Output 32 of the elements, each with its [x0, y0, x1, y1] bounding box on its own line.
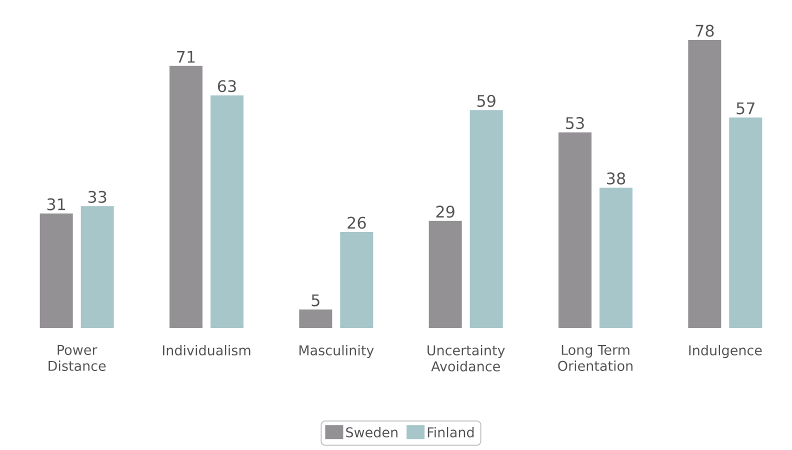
bar [729, 118, 762, 328]
data-label: 78 [696, 24, 714, 37]
bar [170, 66, 203, 328]
data-label: 57 [736, 102, 754, 114]
bar [688, 40, 722, 328]
data-label: 5 [312, 294, 320, 306]
x-tick-label: Individualism [162, 344, 250, 356]
x-tick-label: Long Term Orientation [558, 344, 632, 371]
data-label: 31 [47, 198, 66, 210]
bar [40, 214, 73, 328]
data-label: 59 [477, 94, 496, 107]
bar [299, 310, 332, 328]
bar [428, 220, 462, 328]
data-label: 26 [348, 216, 366, 229]
data-label: 29 [436, 206, 454, 218]
x-tick-label: Indulgence [689, 344, 762, 358]
x-tick-label: Uncertainty Avoidance [428, 344, 505, 372]
data-label: 33 [88, 190, 106, 203]
legend-label: Finland [428, 426, 474, 438]
bar [210, 95, 244, 328]
data-label: 63 [218, 80, 236, 92]
bar [340, 232, 374, 328]
bar [470, 110, 503, 328]
bar [558, 132, 592, 328]
x-tick-label: Power Distance [48, 344, 106, 371]
data-label: 53 [566, 117, 584, 130]
data-label: 71 [177, 50, 195, 63]
x-tick-label: Masculinity [299, 344, 374, 358]
legend-label: Sweden [346, 426, 398, 438]
data-label: 38 [607, 172, 626, 184]
bar [600, 188, 633, 328]
bar [80, 206, 114, 328]
